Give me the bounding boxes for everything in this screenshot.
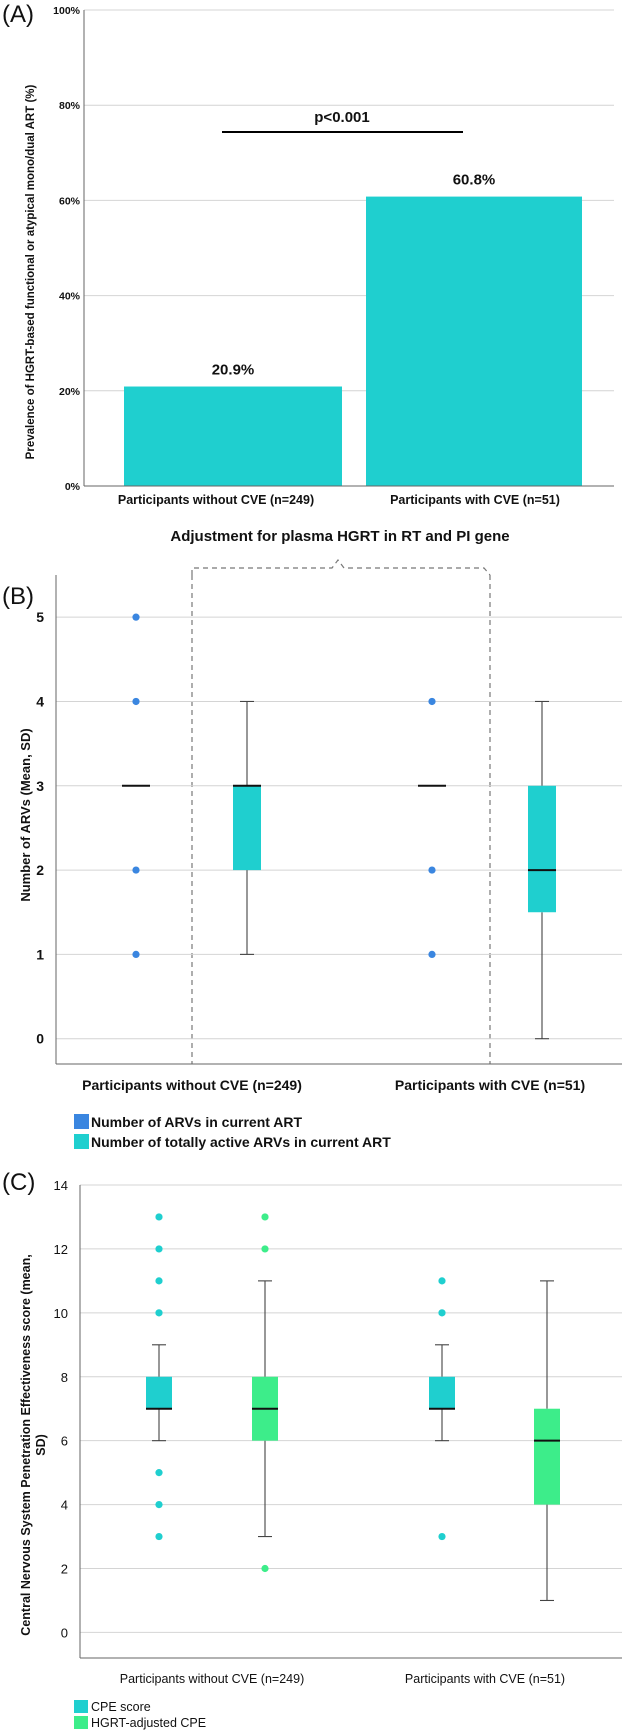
panel-a-label: (A) <box>2 1 34 28</box>
panel-c-box-plot: (C) Central Nervous System Penetration E… <box>2 1169 622 1730</box>
panel-b-legend-swatch-active-arvs <box>74 1134 89 1149</box>
panel-c-box <box>534 1408 560 1505</box>
panel-c-legend-swatch-hgrt-cpe <box>74 1716 88 1729</box>
panel-c-outlier-point <box>155 1500 163 1509</box>
panel-c-outlier-point <box>155 1309 163 1317</box>
panel-c-x-label-with-cve: Participants with CVE (n=51) <box>405 1672 565 1686</box>
panel-b-y-axis-title: Number of ARVs (Mean, SD) <box>18 728 33 901</box>
panel-a-y-tick-label: 80% <box>59 100 81 112</box>
panel-a-bar <box>124 386 342 486</box>
panel-c-y-axis-title-text: Central Nervous System Penetration Effec… <box>19 1254 48 1635</box>
panel-b-legend-label-active-arvs: Number of totally active ARVs in current… <box>91 1134 391 1150</box>
panel-c-y-axis-title-line: SD) <box>34 1434 48 1456</box>
panel-b-outlier-point <box>428 866 436 874</box>
panel-c-outlier-point <box>155 1213 163 1221</box>
panel-a-bar <box>366 196 582 487</box>
panel-c-legend-label-hgrt-cpe: HGRT-adjusted CPE <box>91 1716 206 1730</box>
panel-b-x-label-without-cve: Participants without CVE (n=249) <box>82 1077 302 1093</box>
panel-c-y-axis-title-line: Central Nervous System Penetration Effec… <box>19 1254 33 1635</box>
panel-b-boxes <box>122 613 556 1040</box>
panel-b-y-tick-label: 2 <box>36 862 44 878</box>
panel-c-outlier-point <box>261 1213 269 1221</box>
panel-a-y-tick-label: 60% <box>59 195 81 207</box>
panel-c-y-tick-label: 6 <box>61 1434 68 1449</box>
panel-b-y-tick-label: 0 <box>36 1031 44 1047</box>
panel-b-y-ticks: 0 1 2 3 4 5 <box>36 609 44 1047</box>
panel-b-y-tick-label: 4 <box>36 693 44 709</box>
panel-b-box <box>233 785 261 871</box>
panel-b-outlier-point <box>428 697 436 706</box>
panel-c-outlier-point <box>155 1532 163 1541</box>
panel-b-legend-swatch-arvs <box>74 1114 89 1129</box>
panel-c-box <box>429 1376 455 1409</box>
panel-c-label: (C) <box>2 1169 35 1196</box>
panel-c-outlier-point <box>261 1564 269 1573</box>
panel-c-outlier-point <box>155 1469 163 1477</box>
panel-c-outlier-point <box>155 1277 163 1285</box>
panel-a-y-tick-label: 40% <box>59 291 81 303</box>
panel-a-value-label: 60.8% <box>453 172 496 189</box>
panel-c-legend-swatch-cpe <box>74 1700 88 1713</box>
panel-b-y-tick-label: 5 <box>36 609 44 625</box>
panel-c-y-tick-label: 8 <box>61 1370 68 1385</box>
panel-c-y-axis-title-group: Central Nervous System Penetration Effec… <box>19 1254 48 1635</box>
panel-b-box-plot: Adjustment for plasma HGRT in RT and PI … <box>2 528 622 1150</box>
panel-a-x-label-with-cve: Participants with CVE (n=51) <box>390 493 560 507</box>
panel-b-y-tick-label: 1 <box>36 946 44 962</box>
panel-b-outlier-point <box>132 697 140 706</box>
panel-c-y-tick-label: 10 <box>54 1306 68 1321</box>
panel-a-y-tick-label: 0% <box>65 481 81 493</box>
panel-c-boxes <box>146 1213 560 1602</box>
panel-b-outlier-point <box>132 866 140 874</box>
panel-a-y-tick-label: 100% <box>53 5 81 17</box>
panel-b-outlier-point <box>132 613 140 621</box>
panel-c-outlier-point <box>438 1277 446 1285</box>
panel-c-outlier-point <box>261 1245 269 1253</box>
panel-a-bars: 20.9% 60.8% <box>124 172 582 487</box>
panel-c-outlier-point <box>155 1245 163 1253</box>
panel-c-y-tick-label: 0 <box>61 1625 68 1640</box>
panel-a-x-label-without-cve: Participants without CVE (n=249) <box>118 493 314 507</box>
panel-c-y-tick-label: 2 <box>61 1562 68 1577</box>
panel-b-gridlines <box>56 616 622 1040</box>
panel-b-bracket <box>191 559 491 576</box>
panel-a-y-axis-title: Prevalence of HGRT-based functional or a… <box>25 85 37 460</box>
panel-c-legend-label-cpe: CPE score <box>91 1700 151 1714</box>
panel-a-bar-chart: (A) Prevalence of HGRT-based functional … <box>2 1 614 507</box>
panel-a-value-label: 20.9% <box>212 362 255 379</box>
panel-b-box <box>528 785 556 913</box>
panel-b-adjustment-annotation: Adjustment for plasma HGRT in RT and PI … <box>170 528 509 545</box>
panel-a-p-value: p<0.001 <box>314 109 369 126</box>
panel-b-label: (B) <box>2 583 34 610</box>
panel-c-y-tick-label: 14 <box>54 1178 68 1193</box>
panel-c-y-tick-label: 4 <box>61 1498 68 1513</box>
panel-c-outlier-point <box>438 1532 446 1541</box>
panel-b-x-label-with-cve: Participants with CVE (n=51) <box>395 1077 585 1093</box>
panel-a-y-ticks: 0% 20% 40% 60% 80% 100% <box>53 5 81 493</box>
panel-a-y-tick-label: 20% <box>59 386 81 398</box>
panel-b-y-tick-label: 3 <box>36 778 44 794</box>
panel-c-gridlines <box>80 1184 622 1633</box>
panel-b-outlier-point <box>132 950 140 958</box>
panel-c-y-tick-label: 12 <box>54 1242 68 1257</box>
panel-c-outlier-point <box>438 1309 446 1317</box>
panel-c-box <box>146 1376 172 1409</box>
panel-c-x-label-without-cve: Participants without CVE (n=249) <box>120 1672 304 1686</box>
panel-b-legend-label-arvs: Number of ARVs in current ART <box>91 1114 303 1130</box>
panel-c-y-ticks: 0 2 4 6 8 10 12 14 <box>54 1178 68 1640</box>
panel-b-outlier-point <box>428 950 436 958</box>
